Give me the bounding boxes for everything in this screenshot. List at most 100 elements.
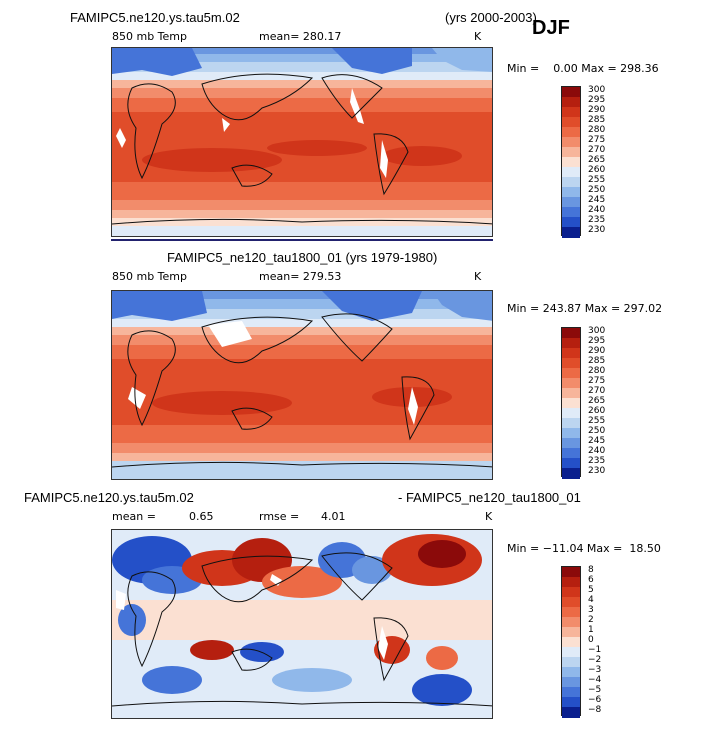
panel3-mean-label: mean = (112, 510, 156, 523)
map2-coastline (231, 407, 273, 430)
map2-coastline (321, 313, 393, 362)
colorbar-tick-label: 295 (588, 95, 606, 105)
map1-band (112, 210, 492, 218)
map1-coastline (231, 164, 273, 187)
panel2-case-title: FAMIPC5_ne120_tau1800_01 (yrs 1979-1980) (167, 250, 438, 265)
panel3-minmax: Min = −11.04 Max = 18.50 (507, 542, 661, 555)
panel3-units: K (485, 510, 493, 523)
colorbar-tick-label: 250 (588, 185, 606, 195)
panel3-right-title: - FAMIPC5_ne120_tau1800_01 (398, 490, 581, 505)
panel3-mean-value: 0.65 (189, 510, 214, 523)
map1-band (112, 98, 492, 112)
colorbar-tick-label: 285 (588, 115, 606, 125)
colorbar-tick-label: 265 (588, 396, 606, 406)
colorbar-tick-label: 230 (588, 225, 606, 235)
colorbar-segment (562, 338, 580, 349)
colorbar-segment (562, 428, 580, 439)
colorbar-tick-label: 255 (588, 175, 606, 185)
colorbar-tick-label: 295 (588, 336, 606, 346)
panel3-rmse-value: 4.01 (321, 510, 346, 523)
panel1-map (111, 47, 493, 237)
map1-band (112, 72, 492, 80)
map1-mask (380, 140, 388, 178)
colorbar-segment (562, 697, 580, 708)
map1-mask (116, 128, 126, 148)
map1-warm-pool (142, 148, 282, 172)
map1-coastline (201, 73, 314, 121)
map1-band (112, 54, 492, 62)
colorbar-tick-label: 235 (588, 215, 606, 225)
colorbar-tick-label: 8 (588, 565, 594, 575)
colorbar-tick-label: 280 (588, 366, 606, 376)
colorbar-tick-label: 265 (588, 155, 606, 165)
colorbar-segment (562, 157, 580, 168)
map1-warm-pool (382, 146, 462, 166)
colorbar-tick-label: −4 (588, 675, 602, 685)
map3-anomaly (352, 556, 392, 584)
panel1-field-label: 850 mb Temp (112, 30, 188, 43)
map1-band (112, 80, 492, 88)
colorbar-segment (562, 187, 580, 198)
panel2-colorbar (561, 327, 581, 479)
colorbar-segment (562, 358, 580, 369)
map2-warm-pool (152, 391, 292, 415)
colorbar-tick-label: −3 (588, 665, 602, 675)
map1-band (112, 88, 492, 98)
colorbar-segment (562, 707, 580, 718)
colorbar-segment (562, 217, 580, 228)
colorbar-segment (562, 587, 580, 598)
colorbar-segment (562, 147, 580, 158)
colorbar-tick-label: 300 (588, 326, 606, 336)
colorbar-segment (562, 637, 580, 648)
map3-anomaly (272, 668, 352, 692)
map1-band (112, 62, 492, 72)
colorbar-segment (562, 137, 580, 148)
colorbar-segment (562, 87, 580, 98)
map2-coastline (127, 330, 176, 427)
colorbar-segment (562, 97, 580, 108)
map3-coastline (201, 555, 314, 603)
colorbar-segment (562, 398, 580, 409)
map3-mask (378, 626, 388, 660)
map2-coastline (201, 316, 314, 364)
panel2-map (111, 290, 493, 480)
colorbar-segment (562, 167, 580, 178)
colorbar-tick-label: 245 (588, 436, 606, 446)
panel2-units: K (474, 270, 482, 283)
colorbar-tick-label: −2 (588, 655, 602, 665)
colorbar-segment (562, 468, 580, 479)
map1-cold-region (112, 48, 202, 76)
colorbar-segment (562, 607, 580, 618)
season-label: DJF (532, 17, 570, 39)
colorbar-tick-label: 2 (588, 615, 594, 625)
colorbar-segment (562, 117, 580, 128)
map2-band (112, 309, 492, 319)
colorbar-segment (562, 197, 580, 208)
map1-coastline (373, 133, 409, 196)
map2-mask (128, 387, 146, 409)
panel2-mean: mean= 279.53 (259, 270, 342, 283)
colorbar-segment (562, 388, 580, 399)
map3-anomaly (118, 604, 146, 636)
colorbar-segment (562, 667, 580, 678)
colorbar-tick-label: 1 (588, 625, 594, 635)
colorbar-tick-label: −5 (588, 685, 602, 695)
colorbar-segment (562, 597, 580, 608)
colorbar-tick-label: 280 (588, 125, 606, 135)
map2-coastline (401, 376, 435, 441)
colorbar-segment (562, 448, 580, 459)
map1-coastline (127, 83, 176, 180)
panel2-minmax: Min = 243.87 Max = 297.02 (507, 302, 663, 315)
colorbar-tick-label: 245 (588, 195, 606, 205)
panel1-colorbar (561, 86, 581, 238)
map3-anomaly (262, 566, 342, 598)
colorbar-segment (562, 418, 580, 429)
map1-cold-region (332, 48, 412, 74)
map1-warm-pool (267, 140, 367, 156)
map2-band (112, 425, 492, 443)
map1-band (112, 182, 492, 200)
colorbar-tick-label: 260 (588, 406, 606, 416)
map3-anomaly (142, 666, 202, 694)
colorbar-segment (562, 127, 580, 138)
map2-mask (208, 321, 252, 347)
